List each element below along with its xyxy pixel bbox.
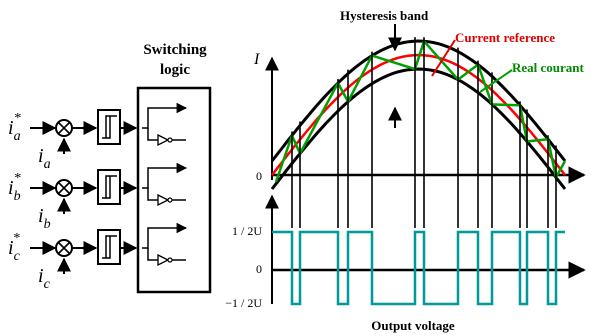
- lower-gate-wire: [147, 128, 158, 141]
- hysteresis-comparator: [97, 229, 121, 265]
- waveform-panel: I 0 Hysteresis band Current reference Re…: [225, 8, 586, 333]
- switching-logic-title-line2: logic: [160, 62, 190, 78]
- upper-gate-signal: [142, 222, 188, 249]
- current-zero-label: 0: [256, 169, 262, 183]
- upper-band-curve: [270, 39, 567, 162]
- measured-current-label: ib: [38, 205, 51, 232]
- real-current-pointer: [479, 69, 513, 93]
- switching-logic-title-line1: Switching: [143, 42, 207, 58]
- summing-cross: [57, 241, 71, 255]
- measured-current-label: ia: [38, 145, 51, 172]
- inverter-icon: [157, 253, 170, 267]
- hysteresis-loop-icon: [102, 115, 117, 139]
- inverter-icon: [157, 193, 170, 207]
- switching-logic-box: [136, 86, 212, 294]
- lower-band-curve: [270, 67, 567, 190]
- phase-row: ia* ia: [8, 102, 188, 172]
- reference-current-label: ia*: [8, 111, 21, 144]
- output-voltage-label: Output voltage: [371, 318, 455, 333]
- inverter-icon: [157, 133, 170, 147]
- summing-cross: [57, 181, 71, 195]
- reference-current-label: ib*: [8, 171, 21, 204]
- lower-gate-wire: [147, 248, 158, 261]
- current-reference-label: Current reference: [455, 30, 555, 45]
- phase-row: ic* ic: [8, 222, 188, 292]
- current-axis-label: I: [253, 51, 260, 68]
- hysteresis-loop-icon: [102, 235, 117, 259]
- hysteresis-loop-icon: [102, 175, 117, 199]
- controller-block: Switching logic ia* ia ib* ib ic* ic: [8, 42, 212, 294]
- reference-pointer: [431, 39, 456, 77]
- hysteresis-comparator: [97, 109, 121, 145]
- output-voltage-waveform: [272, 230, 565, 306]
- lower-gate-wire: [147, 188, 158, 201]
- inverter-bubble: [167, 257, 173, 263]
- phase-row: ib* ib: [8, 162, 188, 232]
- real-current-label: Real courant: [512, 60, 585, 75]
- voltage-high-label: 1 / 2U: [232, 224, 262, 238]
- inverter-bubble: [167, 137, 173, 143]
- upper-gate-signal: [142, 102, 188, 129]
- upper-gate-signal: [142, 162, 188, 189]
- summing-cross: [57, 121, 71, 135]
- voltage-low-label: −1 / 2U: [225, 296, 262, 310]
- hysteresis-band-label: Hysteresis band: [340, 8, 429, 23]
- hysteresis-comparator: [97, 169, 121, 205]
- reference-current-label: ic*: [8, 231, 21, 264]
- measured-current-label: ic: [38, 265, 51, 292]
- inverter-bubble: [167, 197, 173, 203]
- voltage-zero-label: 0: [256, 262, 262, 276]
